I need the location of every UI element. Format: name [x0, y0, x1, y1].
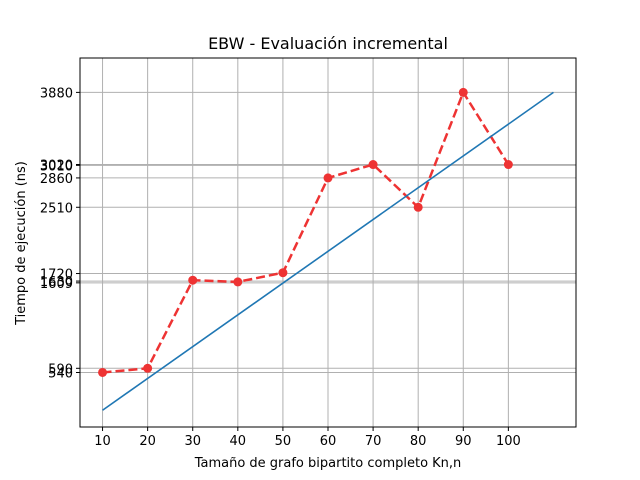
- measured-point: [233, 277, 243, 287]
- x-tick-label: 90: [455, 434, 472, 449]
- measured-point: [503, 160, 513, 170]
- y-tick-label: 540: [48, 366, 73, 381]
- y-tick-label: 2860: [40, 172, 73, 187]
- x-tick-label: 40: [230, 434, 247, 449]
- y-tick-label: 1720: [40, 268, 73, 283]
- x-tick-label: 80: [410, 434, 427, 449]
- measured-point: [188, 275, 198, 285]
- series-layer: [98, 87, 554, 411]
- y-tick-label: 2510: [40, 201, 73, 216]
- y-tick-label: 1630: [40, 275, 73, 290]
- x-axis-label: Tamaño de grafo bipartito completo Kn,n: [194, 456, 462, 471]
- x-tick-label: 10: [94, 434, 111, 449]
- y-tick-label: 1609: [40, 277, 73, 292]
- y-tick-label: 590: [48, 362, 73, 377]
- y-tick-label: 3020: [40, 159, 73, 174]
- measured-series-line: [102, 91, 510, 374]
- measured-point: [458, 87, 468, 97]
- measured-point: [368, 160, 378, 170]
- x-tick-label: 100: [496, 434, 521, 449]
- measured-point: [413, 202, 423, 212]
- x-tick-label: 20: [139, 434, 156, 449]
- x-axis: 10 20 30 40 50 60 70 80 90 100: [94, 427, 521, 449]
- measured-point: [98, 367, 108, 377]
- y-tick-label: 3880: [40, 86, 73, 101]
- x-tick-label: 50: [275, 434, 292, 449]
- grid-lines: [80, 58, 576, 427]
- chart-title: EBW - Evaluación incremental: [208, 34, 448, 53]
- measured-point: [278, 268, 288, 278]
- x-tick-label: 60: [320, 434, 337, 449]
- x-tick-label: 70: [365, 434, 382, 449]
- x-tick-label: 30: [184, 434, 201, 449]
- y-tick-label: 3010: [40, 159, 73, 174]
- y-axis-label: Tiempo de ejecución (ns): [14, 161, 29, 326]
- measured-point: [143, 363, 153, 373]
- trend-line: [102, 91, 554, 411]
- measured-point: [323, 173, 333, 183]
